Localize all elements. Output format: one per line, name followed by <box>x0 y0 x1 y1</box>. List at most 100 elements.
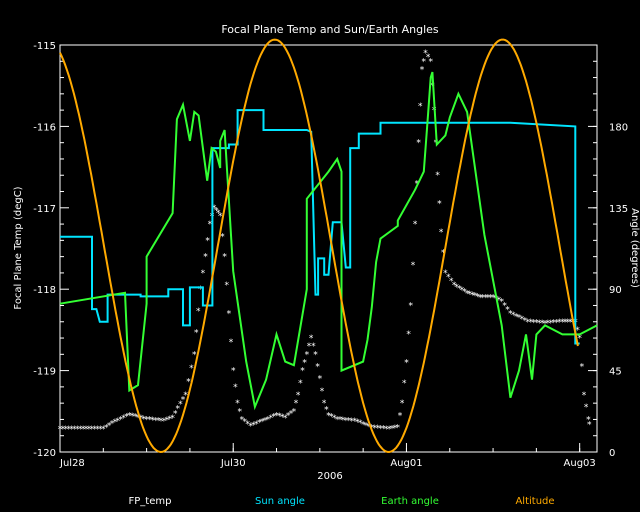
fp-temp-point: * <box>423 49 428 59</box>
fp-temp-point: * <box>130 412 135 422</box>
fp-temp-point: * <box>443 269 448 279</box>
fp-temp-point: * <box>136 413 141 423</box>
fp-temp-point: * <box>205 236 210 246</box>
fp-temp-point: * <box>378 424 383 434</box>
fp-temp-point: * <box>224 281 229 291</box>
x-axis-label: 2006 <box>317 471 342 482</box>
fp-temp-point: * <box>92 425 97 435</box>
fp-temp-point: * <box>81 425 86 435</box>
fp-temp-point: * <box>245 420 250 430</box>
fp-temp-point: * <box>298 379 303 389</box>
fp-temp-point: * <box>196 307 201 317</box>
fp-temp-point: * <box>176 405 181 415</box>
fp-temp-point: * <box>263 417 268 427</box>
fp-temp-point: * <box>344 416 349 426</box>
fp-temp-point: * <box>584 403 589 413</box>
fp-temp-point: * <box>220 232 225 242</box>
fp-temp-point: * <box>84 425 89 435</box>
fp-temp-point: * <box>266 415 271 425</box>
fp-temp-point: * <box>406 330 411 340</box>
fp-temp-point: * <box>364 421 369 431</box>
fp-temp-point: * <box>300 367 305 377</box>
legend-item: Altitude <box>515 496 554 507</box>
right-tick-label: 180 <box>609 122 628 133</box>
fp-temp-point: * <box>437 200 442 210</box>
fp-temp-point: * <box>322 399 327 409</box>
fp-temp-point: * <box>307 342 312 352</box>
fp-temp-point: * <box>115 417 120 427</box>
fp-temp-point: * <box>75 425 80 435</box>
fp-temp-point: * <box>324 405 329 415</box>
left-tick-label: -118 <box>33 285 56 296</box>
fp-temp-point: * <box>218 212 223 222</box>
legend-item: Sun angle <box>255 496 305 507</box>
fp-temp-point: * <box>201 269 206 279</box>
left-tick-label: -119 <box>33 367 56 378</box>
fp-temp-point: * <box>586 415 591 425</box>
fp-temp-point: * <box>402 379 407 389</box>
right-tick-label: 135 <box>609 204 628 215</box>
fp-temp-point: * <box>133 413 138 423</box>
fp-temp-point: * <box>147 416 152 426</box>
fp-temp-point: * <box>418 102 423 112</box>
fp-temp-point: * <box>523 316 528 326</box>
fp-temp-point: * <box>243 418 248 428</box>
fp-temp-point: * <box>497 296 502 306</box>
fp-temp-point: * <box>449 277 454 287</box>
fp-temp-point: * <box>480 293 485 303</box>
fp-temp-point: * <box>565 318 570 328</box>
fp-temp-point: * <box>260 418 265 428</box>
fp-temp-point: * <box>543 319 548 329</box>
fp-temp-point: * <box>248 422 253 432</box>
fp-temp-point: * <box>320 387 325 397</box>
right-tick-label: 0 <box>609 448 615 459</box>
fp-temp-point: * <box>305 350 310 360</box>
fp-temp-point: * <box>452 281 457 291</box>
fp-temp-point: * <box>540 319 545 329</box>
series-group: ****************************************… <box>58 38 598 454</box>
fp-temp-point: * <box>274 411 279 421</box>
fp-temp-point: * <box>167 415 172 425</box>
fp-temp-point: * <box>170 414 175 424</box>
fp-temp-point: * <box>502 301 507 311</box>
fp-temp-point: * <box>358 419 363 429</box>
fp-temp-point: * <box>554 318 559 328</box>
fp-temp-point: * <box>277 412 282 422</box>
left-axis: -115 -116 -117 -118 -119 -120 <box>33 41 69 459</box>
fp-temp-point: * <box>499 297 504 307</box>
fp-temp-point: * <box>416 139 421 149</box>
fp-temp-point: * <box>229 338 234 348</box>
fp-temp-point: * <box>95 425 100 435</box>
y-axis-right-label: Angle (degrees) <box>629 208 640 288</box>
fp-temp-point: * <box>318 375 323 385</box>
chart-title: Focal Plane Temp and Sun/Earth Angles <box>221 23 439 36</box>
fp-temp-point: * <box>121 414 126 424</box>
fp-temp-point: * <box>118 415 123 425</box>
fp-temp-point: * <box>400 399 405 409</box>
fp-temp-point: * <box>113 418 118 428</box>
fp-temp-point: * <box>525 318 530 328</box>
fp-temp-point: * <box>361 420 366 430</box>
fp-temp-point: * <box>387 425 392 435</box>
fp-temp-point: * <box>159 417 164 427</box>
left-tick-label: -115 <box>33 41 56 52</box>
right-tick-label: 45 <box>609 367 622 378</box>
fp-temp-point: * <box>346 417 351 427</box>
fp-temp-point: * <box>517 314 522 324</box>
legend: FP_temp Sun angle Earth angle Altitude <box>129 496 555 507</box>
fp-temp-point: * <box>141 415 146 425</box>
fp-temp-point: * <box>381 425 386 435</box>
fp-temp-point: * <box>269 414 274 424</box>
fp-temp-point: * <box>352 417 357 427</box>
fp-temp-point: * <box>302 358 307 368</box>
fp-temp-point: * <box>326 411 331 421</box>
fp-temp-point: * <box>341 416 346 426</box>
fp-temp-point: * <box>460 286 465 296</box>
fp-temp-point: * <box>473 292 478 302</box>
fp-temp-point: * <box>181 396 186 406</box>
fp-temp-point: * <box>338 416 343 426</box>
fp-temp-point: * <box>173 409 178 419</box>
fp-temp-point: * <box>254 420 259 430</box>
legend-item: Earth angle <box>381 496 439 507</box>
